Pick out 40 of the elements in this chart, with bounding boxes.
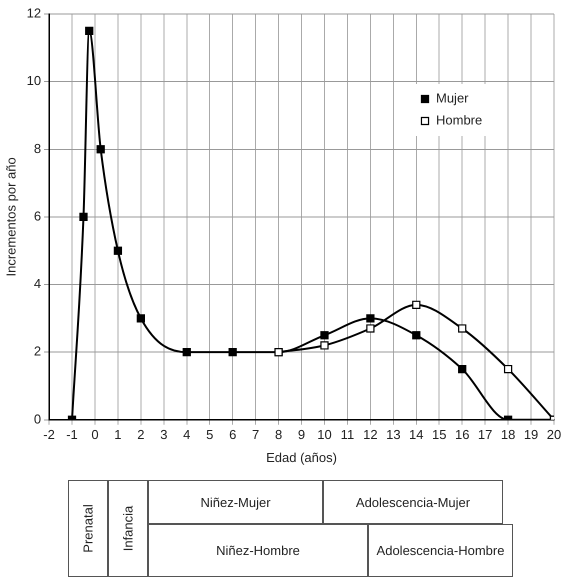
x-tick-label: 1: [114, 427, 122, 442]
x-tick-label: 9: [298, 427, 306, 442]
legend-label: Mujer: [436, 90, 470, 106]
text: Adolescencia-Hombre: [376, 543, 504, 558]
x-tick-label: 18: [500, 427, 516, 442]
x-tick-label: 11: [340, 427, 354, 442]
x-tick-label: 4: [183, 427, 190, 442]
x-tick-label: 14: [409, 427, 424, 442]
x-tick-label: 10: [317, 427, 332, 442]
x-tick-label: 5: [206, 427, 214, 442]
x-tick-label: 19: [524, 427, 538, 442]
x-tick-label: 17: [478, 427, 492, 442]
y-tick-label: 10: [26, 73, 42, 88]
text: Prenatal: [80, 504, 96, 553]
legend-label: Hombre: [436, 112, 482, 128]
x-tick-label: 0: [91, 427, 99, 442]
x-tick-label: 15: [432, 427, 446, 442]
x-tick-label: 2: [137, 427, 144, 442]
x-tick-label: 7: [252, 427, 260, 442]
text: Infancia: [120, 506, 136, 552]
text: Niñez-Hombre: [216, 543, 300, 558]
x-axis-title: Edad (años): [266, 450, 337, 465]
text: Niñez-Mujer: [200, 494, 271, 510]
x-tick-label: 6: [229, 427, 236, 442]
text: Adolescencia-Mujer: [356, 494, 470, 510]
y-tick-label: 0: [34, 411, 42, 426]
y-tick-label: 4: [34, 276, 42, 292]
x-tick-label: 16: [454, 427, 470, 442]
x-tick-label: 8: [274, 427, 282, 442]
y-tick-label: 2: [34, 344, 42, 359]
y-axis-title: Incrementos por año: [3, 157, 18, 277]
y-tick-label: 6: [34, 208, 42, 224]
x-tick-label: -1: [66, 427, 78, 442]
y-tick-label: 8: [34, 140, 42, 156]
x-tick-label: 12: [363, 427, 378, 442]
x-tick-label: 20: [546, 427, 562, 442]
y-tick-label: 12: [26, 6, 42, 21]
x-tick-label: 13: [386, 427, 401, 442]
x-tick-label: 3: [160, 427, 168, 442]
x-tick-label: -2: [43, 427, 55, 442]
